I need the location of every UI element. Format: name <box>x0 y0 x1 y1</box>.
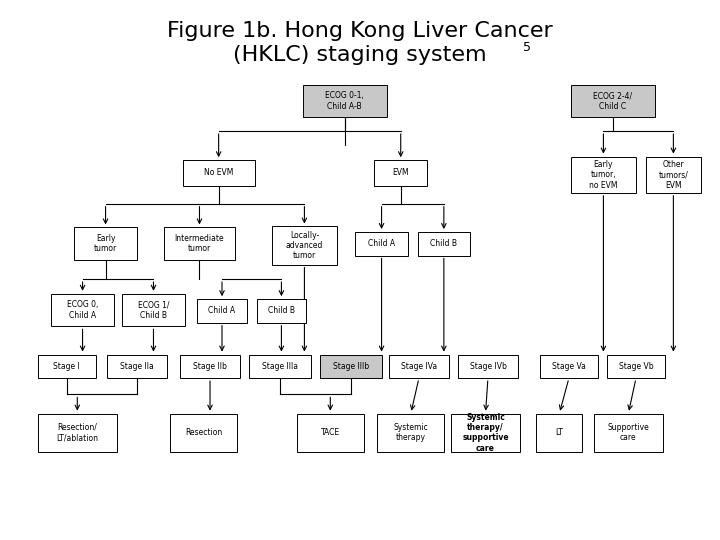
Bar <box>297 414 364 451</box>
Text: Stage IVb: Stage IVb <box>469 362 506 371</box>
Text: ECOG 2-4/
Child C: ECOG 2-4/ Child C <box>593 91 633 111</box>
Bar <box>38 414 117 451</box>
Bar <box>355 232 408 255</box>
Bar <box>320 355 382 378</box>
Text: Stage Vb: Stage Vb <box>618 362 653 371</box>
Bar <box>458 355 518 378</box>
Bar <box>74 227 137 260</box>
Text: TACE: TACE <box>320 428 340 437</box>
Text: Stage IVa: Stage IVa <box>401 362 437 371</box>
Bar <box>249 355 311 378</box>
Text: EVM: EVM <box>392 168 409 177</box>
Text: Stage IIb: Stage IIb <box>193 362 227 371</box>
Text: Figure 1b. Hong Kong Liver Cancer
(HKLC) staging system: Figure 1b. Hong Kong Liver Cancer (HKLC)… <box>167 22 553 65</box>
Text: Child A: Child A <box>208 306 235 315</box>
Bar <box>540 355 598 378</box>
Bar <box>536 414 582 451</box>
Bar <box>377 414 444 451</box>
Bar <box>51 294 114 326</box>
Text: Child A: Child A <box>368 239 395 248</box>
Text: Early
tumor,
no EVM: Early tumor, no EVM <box>589 160 618 190</box>
Text: ECOG 0-1,
Child A-B: ECOG 0-1, Child A-B <box>325 91 364 111</box>
Text: LT: LT <box>555 428 563 437</box>
Bar <box>107 355 167 378</box>
Bar <box>418 232 470 255</box>
Text: Stage Va: Stage Va <box>552 362 586 371</box>
Bar <box>170 414 238 451</box>
Bar <box>122 294 184 326</box>
Bar <box>180 355 240 378</box>
Text: Systemic
therapy: Systemic therapy <box>393 423 428 442</box>
Text: No EVM: No EVM <box>204 168 233 177</box>
Bar <box>38 355 96 378</box>
Bar <box>389 355 449 378</box>
Bar <box>646 157 701 193</box>
Text: ECOG 0,
Child A: ECOG 0, Child A <box>67 300 98 320</box>
Text: Supportive
care: Supportive care <box>608 423 649 442</box>
Text: Child B: Child B <box>431 239 457 248</box>
Bar <box>256 299 306 323</box>
Bar <box>594 414 663 451</box>
Text: ECOG 1/
Child B: ECOG 1/ Child B <box>138 300 169 320</box>
Text: Systemic
therapy/
supportive
care: Systemic therapy/ supportive care <box>462 413 509 453</box>
Bar <box>571 85 655 118</box>
Text: Child B: Child B <box>268 306 295 315</box>
Bar <box>272 226 337 265</box>
Bar <box>302 85 387 118</box>
Text: Resection/
LT/ablation: Resection/ LT/ablation <box>56 423 99 442</box>
Text: 5: 5 <box>523 41 531 54</box>
Text: Stage IIIb: Stage IIIb <box>333 362 369 371</box>
Text: Early
tumor: Early tumor <box>94 234 117 253</box>
Bar <box>197 299 247 323</box>
Text: Intermediate
tumor: Intermediate tumor <box>175 234 225 253</box>
Text: Other
tumors/
EVM: Other tumors/ EVM <box>658 160 688 190</box>
Bar <box>183 160 255 186</box>
Bar <box>571 157 636 193</box>
Bar <box>374 160 427 186</box>
Text: Locally-
advanced
tumor: Locally- advanced tumor <box>286 231 323 260</box>
Text: Stage IIIa: Stage IIIa <box>262 362 298 371</box>
Text: Stage I: Stage I <box>53 362 80 371</box>
Text: Resection: Resection <box>185 428 222 437</box>
Bar <box>163 227 235 260</box>
Bar <box>607 355 665 378</box>
Bar <box>451 414 520 451</box>
Text: Stage IIa: Stage IIa <box>120 362 154 371</box>
